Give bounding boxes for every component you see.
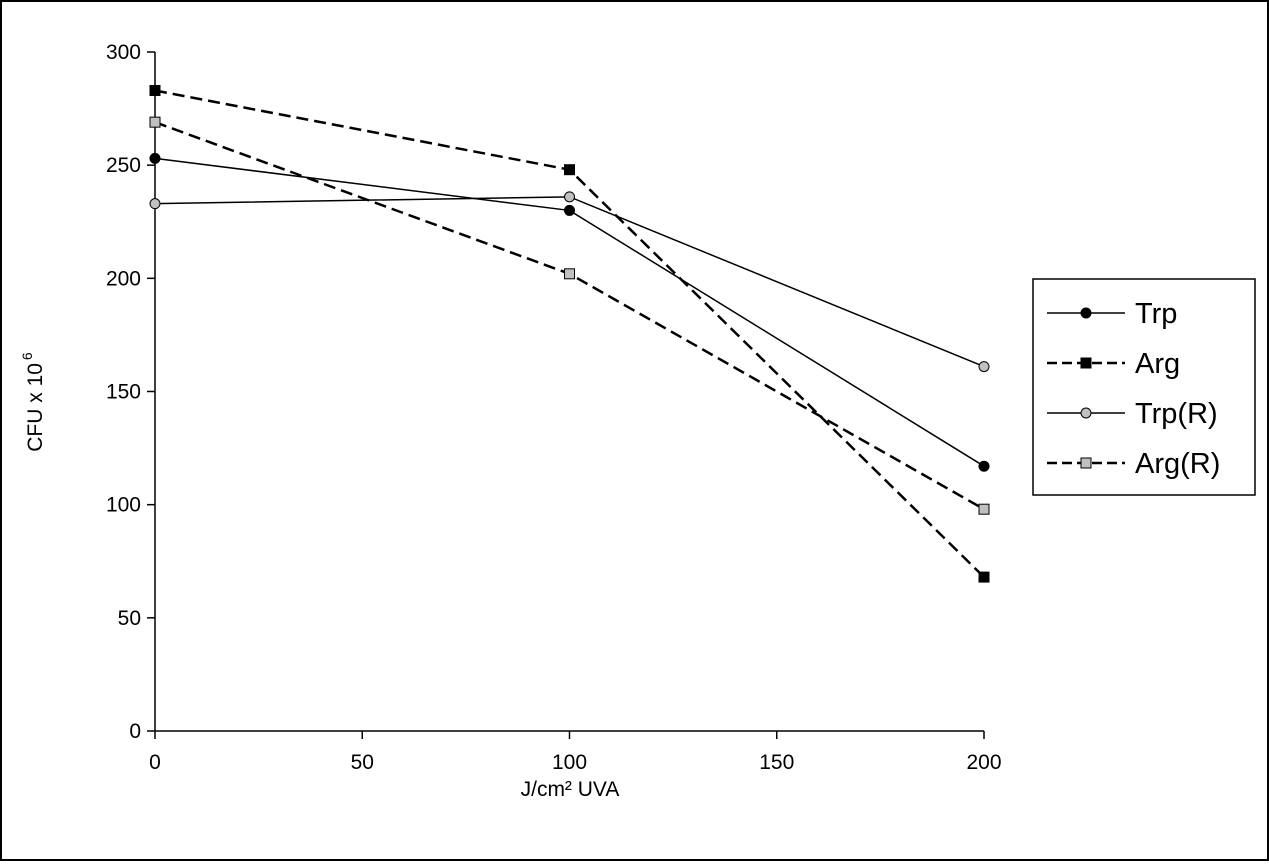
axes: 0 50 100 150 200 250 300 0 50 100 150 200: [106, 41, 1002, 774]
data-point: [978, 460, 990, 472]
data-point: [149, 198, 161, 210]
legend-entry: Trp: [1047, 298, 1177, 330]
x-tick-label: 150: [759, 751, 794, 774]
y-tick-label: 100: [106, 494, 141, 517]
series-arg-r-: [149, 116, 990, 515]
legend-label: Arg(R): [1135, 448, 1220, 480]
data-point: [978, 571, 990, 583]
legend-box: [1032, 278, 1256, 496]
data-point: [564, 191, 575, 203]
y-tick-label: 50: [118, 607, 141, 630]
y-tick-label: 150: [106, 381, 141, 404]
y-tick-label: 250: [106, 154, 141, 177]
series-layer: [149, 84, 990, 583]
x-tick-label: 100: [552, 751, 587, 774]
y-tick-label: 200: [106, 267, 141, 290]
data-point: [1080, 407, 1092, 419]
data-point: [1080, 357, 1092, 369]
data-point: [564, 268, 575, 280]
y-axis-label-text: CFU x 10: [24, 363, 47, 452]
data-point: [564, 204, 575, 216]
legend: Trp Arg Trp(R) Arg(R): [1032, 278, 1256, 496]
y-tick-label: 0: [129, 720, 141, 743]
legend-entry: Arg: [1047, 348, 1180, 380]
x-tick-label: 0: [149, 751, 161, 774]
y-axis-label-superscript: 6: [19, 352, 35, 360]
data-point: [564, 164, 575, 176]
y-axis-label: CFU x 10 6: [19, 352, 47, 452]
data-point: [1080, 307, 1092, 319]
x-axis-label: J/cm² UVA: [521, 778, 620, 801]
x-tick-label: 200: [966, 751, 1001, 774]
legend-label: Arg: [1135, 348, 1180, 380]
legend-entry: Arg(R): [1047, 448, 1220, 480]
y-tick-label: 300: [106, 41, 141, 64]
legend-label: Trp(R): [1135, 398, 1218, 430]
data-point: [149, 152, 161, 164]
data-point: [978, 361, 990, 373]
series-trp: [149, 152, 990, 472]
legend-label: Trp: [1135, 298, 1177, 330]
x-tick-label: 50: [351, 751, 374, 774]
data-point: [1080, 457, 1092, 469]
series-trp-r-: [149, 191, 990, 373]
series-arg: [149, 84, 990, 583]
data-point: [978, 503, 990, 515]
y-axis-label-group: CFU x 10 6: [19, 352, 47, 452]
legend-entry: Trp(R): [1047, 398, 1218, 430]
data-point: [149, 84, 161, 96]
data-point: [149, 116, 161, 128]
